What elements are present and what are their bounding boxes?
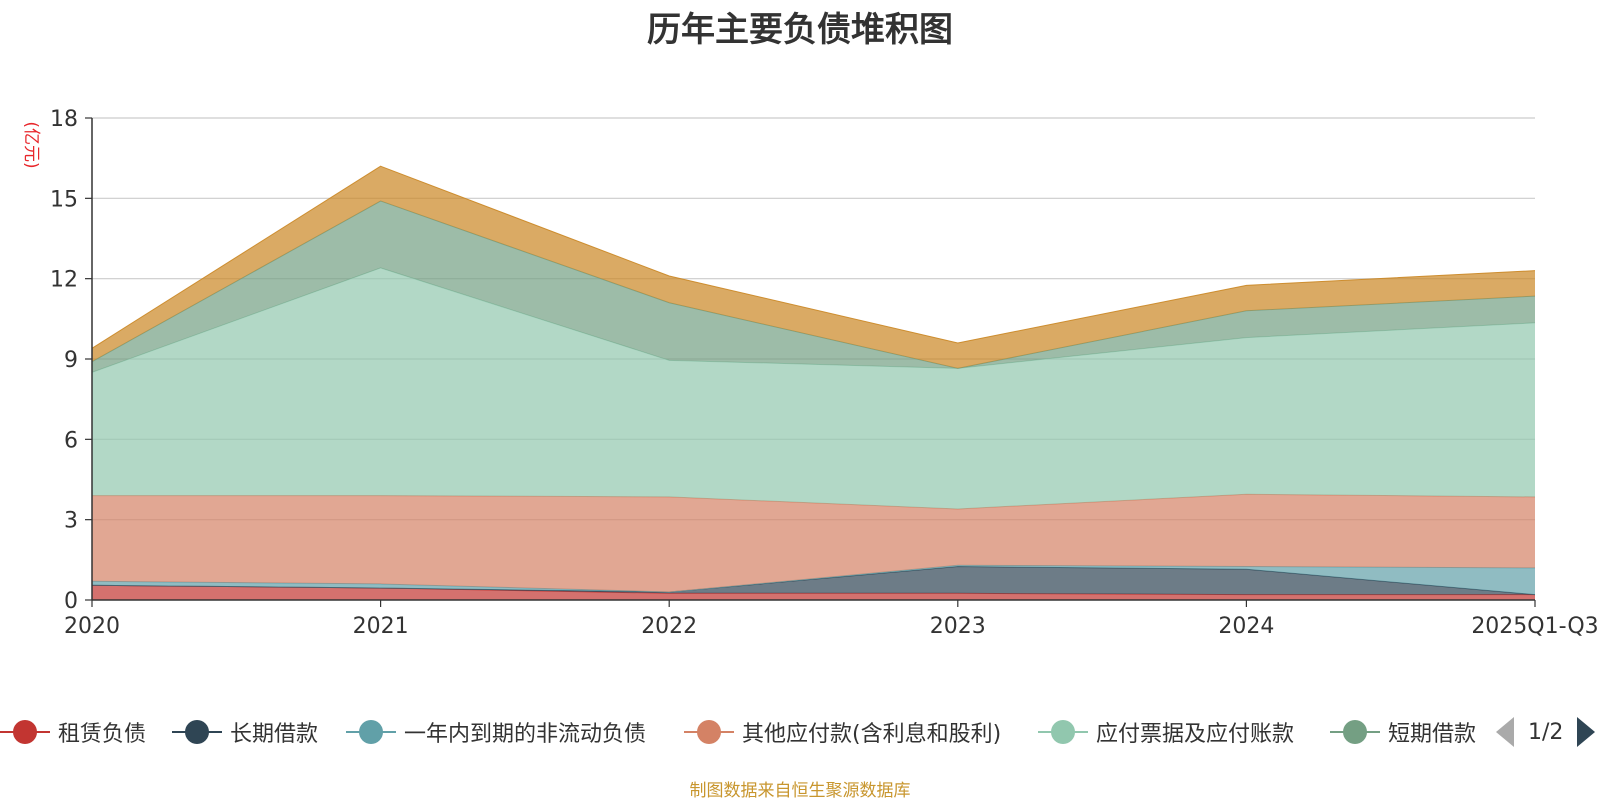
x-tick-label: 2020 bbox=[64, 614, 120, 639]
x-tick-label: 2024 bbox=[1218, 614, 1274, 639]
y-ticks: 0 3 6 9 12 15 18 bbox=[50, 107, 92, 614]
x-tick-label: 2021 bbox=[353, 614, 409, 639]
stacked-area-chart: 0 3 6 9 12 15 18 2020 2021 2022 2023 2024 2025Q1-Q3… bbox=[21, 107, 1599, 639]
area-series-2 bbox=[92, 565, 1535, 595]
legend-marker-icon bbox=[172, 718, 222, 746]
legend-item-3[interactable]: 其他应付款(含利息和股利) bbox=[684, 712, 1001, 752]
legend-label: 一年内到期的非流动负债 bbox=[404, 722, 647, 747]
area-series-0 bbox=[92, 585, 1535, 600]
legend-item-5[interactable]: 短期借款 bbox=[1330, 712, 1476, 752]
legend-marker-icon bbox=[1330, 718, 1380, 746]
area-series-4 bbox=[92, 267, 1535, 509]
area-series bbox=[91, 165, 1536, 600]
legend-item-0[interactable]: 租赁负债 bbox=[0, 712, 146, 752]
legend-item-4[interactable]: 应付票据及应付账款 bbox=[1038, 712, 1294, 752]
y-tick-label: 18 bbox=[50, 107, 78, 132]
legend-page-indicator: 1/2 bbox=[1528, 719, 1564, 745]
legend-next-page-icon[interactable] bbox=[1577, 717, 1596, 747]
legend-label: 租赁负债 bbox=[58, 722, 147, 747]
x-tick-label: 2022 bbox=[641, 614, 697, 639]
legend-label: 短期借款 bbox=[1388, 722, 1477, 747]
y-axis-unit-label: (亿元) bbox=[21, 121, 41, 168]
legend-marker-icon bbox=[684, 718, 734, 746]
area-series-5 bbox=[92, 201, 1535, 373]
area-series-3 bbox=[92, 494, 1535, 592]
legend-item-2[interactable]: 一年内到期的非流动负债 bbox=[346, 712, 646, 752]
legend-marker-icon bbox=[0, 718, 50, 746]
source-note: 制图数据来自恒生聚源数据库 bbox=[689, 781, 911, 801]
y-tick-label: 3 bbox=[64, 509, 78, 534]
legend-prev-page-icon[interactable] bbox=[1496, 717, 1514, 747]
x-ticks: 2020 2021 2022 2023 2024 2025Q1-Q3 bbox=[64, 600, 1599, 639]
area-series-1 bbox=[92, 566, 1535, 595]
legend-marker-icon bbox=[1038, 718, 1088, 746]
area-series-6 bbox=[92, 166, 1535, 369]
y-tick-label: 6 bbox=[64, 428, 78, 453]
y-tick-label: 9 bbox=[64, 348, 78, 373]
legend-label: 其他应付款(含利息和股利) bbox=[742, 722, 1002, 747]
x-tick-label: 2023 bbox=[930, 614, 986, 639]
legend-pager: 1/2 bbox=[1496, 712, 1596, 752]
x-tick-label: 2025Q1-Q3 bbox=[1471, 614, 1598, 639]
y-tick-label: 0 bbox=[64, 589, 78, 614]
legend-items: 租赁负债 长期借款 一年内到期的非流动负债 其他应付款(含利息和股利) 应付票据及应付账… bbox=[0, 712, 1482, 752]
chart-title: 历年主要负债堆积图 bbox=[647, 10, 953, 50]
legend: 租赁负债 长期借款 一年内到期的非流动负债 其他应付款(含利息和股利) 应付票据及应付账… bbox=[0, 712, 1600, 752]
legend-label: 长期借款 bbox=[230, 722, 319, 747]
y-tick-label: 15 bbox=[50, 187, 78, 212]
legend-label: 应付票据及应付账款 bbox=[1096, 722, 1295, 747]
legend-item-1[interactable]: 长期借款 bbox=[172, 712, 318, 752]
series-edge-line-6 bbox=[91, 165, 1536, 349]
legend-marker-icon bbox=[346, 718, 396, 746]
y-tick-label: 12 bbox=[50, 268, 78, 293]
